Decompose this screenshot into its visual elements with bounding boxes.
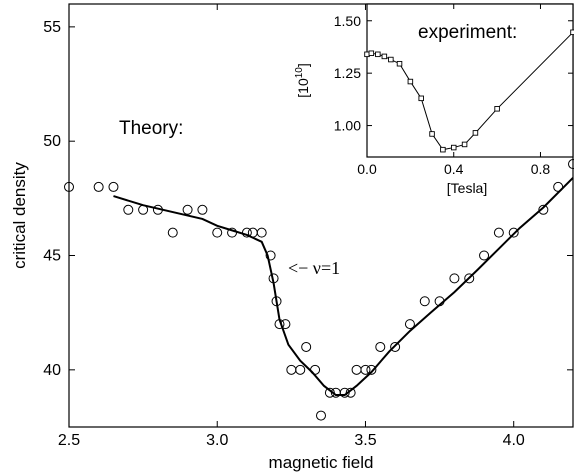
- data-point-circle: [375, 341, 386, 352]
- data-point-circle: [138, 204, 149, 215]
- inset-x-tick-label: 0.0: [357, 161, 377, 177]
- experiment-point-square: [429, 131, 435, 137]
- experiment-point-square: [461, 141, 468, 148]
- y-tick-label: 45: [43, 248, 61, 265]
- data-point-circle: [227, 227, 238, 238]
- main-plot-frame: [68, 3, 574, 428]
- data-point-circle: [316, 410, 326, 421]
- data-point-circle: [241, 227, 252, 238]
- data-point-circle: [274, 319, 285, 330]
- data-point-circle: [123, 204, 134, 215]
- data-point-circle: [310, 364, 321, 375]
- data-point-circle: [167, 227, 178, 238]
- data-point-circle: [64, 181, 74, 192]
- data-point-circle: [449, 273, 460, 284]
- data-point-circle: [256, 227, 267, 238]
- data-point-circle: [324, 387, 335, 398]
- data-point-circle: [351, 364, 362, 375]
- experiment-point-square: [368, 50, 375, 57]
- experiment-point-square: [570, 29, 574, 36]
- data-point-circle: [295, 364, 306, 375]
- data-point-circle: [268, 273, 279, 284]
- data-point-circle: [280, 319, 291, 330]
- data-point-circle: [434, 296, 445, 307]
- data-point-circle: [479, 250, 490, 261]
- x-tick-label: 2.5: [58, 432, 80, 449]
- data-point-circle: [265, 250, 276, 261]
- experiment-point-square: [418, 95, 424, 102]
- data-point-circle: [553, 181, 564, 192]
- inset-y-title-base: [10: [295, 78, 311, 98]
- inset-y-tick-label: 1.50: [334, 13, 361, 29]
- y-tick-label: 40: [43, 362, 61, 379]
- inset-x-tick-label: 0.8: [531, 161, 551, 177]
- data-point-circle: [247, 227, 258, 238]
- x-tick-label: 3.5: [354, 432, 376, 449]
- data-point-circle: [493, 227, 504, 238]
- experiment-point-square: [388, 56, 394, 63]
- experiment-point-square: [381, 53, 388, 60]
- inset-x-tick-label: 0.4: [444, 161, 464, 177]
- x-axis-title: magnetic field: [269, 453, 374, 472]
- data-point-circle: [538, 204, 549, 215]
- inset-plot-frame: [366, 3, 574, 158]
- x-tick-label: 3.0: [206, 432, 228, 449]
- inset-y-tick-label: 1.00: [334, 118, 361, 134]
- experiment-point-square: [494, 106, 500, 112]
- data-point-circle: [182, 204, 193, 215]
- data-point-circle: [339, 387, 350, 398]
- data-point-circle: [301, 341, 312, 352]
- y-axis-title: critical density: [10, 162, 29, 269]
- data-point-circle: [404, 319, 415, 330]
- data-point-circle: [568, 159, 574, 170]
- data-point-circle: [271, 296, 282, 307]
- experiment-point-square: [450, 144, 457, 151]
- theory-label: Theory:: [119, 118, 183, 139]
- experiment-point-square: [396, 60, 403, 67]
- y-tick-label: 55: [43, 19, 61, 36]
- experiment-point-square: [440, 146, 446, 153]
- inset-y-title-exponent: 10: [294, 67, 305, 79]
- inset-y-title-close: ]: [295, 63, 311, 67]
- data-point-circle: [152, 204, 163, 215]
- data-point-circle: [464, 273, 475, 284]
- data-point-circle: [366, 364, 377, 375]
- inset-y-axis-title: [1010]: [294, 63, 311, 97]
- inset-chart: 0.0 0.4 0.8 1.00 1.25 1.50 experiment: [Tesla] […: [294, 3, 574, 196]
- data-point-circle: [345, 387, 356, 398]
- experiment-point-square: [375, 51, 381, 58]
- data-point-circle: [212, 227, 223, 238]
- experiment-point-square: [472, 130, 479, 136]
- main-chart: 2.5 3.0 3.5 4.0 40 45 50 55 magnetic field critic…: [10, 3, 574, 472]
- inset-y-tick-label: 1.25: [334, 65, 361, 81]
- data-point-circle: [419, 296, 430, 307]
- data-point-circle: [390, 341, 401, 352]
- data-point-circle: [108, 181, 119, 192]
- y-tick-label: 50: [43, 133, 61, 150]
- data-point-circle: [508, 227, 519, 238]
- nu-equals-one-label: <− ν=1: [288, 258, 340, 278]
- data-point-circle: [360, 364, 371, 375]
- data-point-circle: [286, 364, 297, 375]
- inset-x-axis-title: [Tesla]: [447, 180, 487, 196]
- data-point-circle: [93, 181, 104, 192]
- experiment-label: experiment:: [418, 22, 517, 43]
- theory-curve: [113, 177, 574, 396]
- experiment-point-square: [407, 78, 414, 85]
- x-tick-label: 4.0: [503, 432, 525, 449]
- data-point-circle: [197, 204, 208, 215]
